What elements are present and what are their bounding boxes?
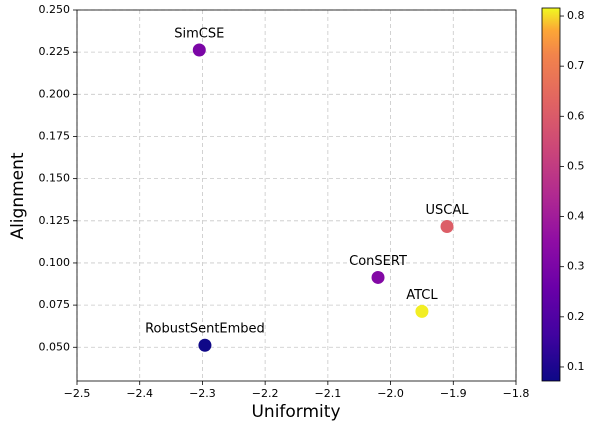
y-tick-label: 0.125 <box>39 214 71 227</box>
point <box>198 338 212 352</box>
x-tick-label: −2.0 <box>377 387 404 400</box>
colorbar-tick-label: 0.4 <box>567 210 585 223</box>
y-axis-label: Alignment <box>8 152 28 239</box>
y-tick-label: 0.075 <box>39 298 71 311</box>
y-tick-label: 0.250 <box>39 3 71 16</box>
y-tick-label: 0.175 <box>39 129 71 142</box>
point-label: RobustSentEmbed <box>145 322 265 337</box>
point <box>192 43 206 57</box>
y-tick-label: 0.050 <box>39 340 71 353</box>
x-tick-label: −1.9 <box>440 387 467 400</box>
point <box>371 270 385 284</box>
colorbar-tick-label: 0.3 <box>567 260 585 273</box>
x-tick-label: −1.8 <box>503 387 530 400</box>
point <box>415 304 429 318</box>
x-tick-label: −2.3 <box>189 387 216 400</box>
point-label: ConSERT <box>349 254 407 269</box>
point <box>440 220 454 234</box>
x-tick-label: −2.2 <box>252 387 279 400</box>
x-tick-label: −2.5 <box>64 387 91 400</box>
x-axis-label: Uniformity <box>251 402 340 422</box>
point-label: USCAL <box>426 203 470 218</box>
colorbar-tick-label: 0.8 <box>567 9 585 22</box>
colorbar-tick-label: 0.5 <box>567 159 585 172</box>
y-tick-label: 0.200 <box>39 87 71 100</box>
y-tick-label: 0.225 <box>39 45 71 58</box>
colorbar <box>542 8 560 381</box>
x-tick-label: −2.4 <box>126 387 153 400</box>
point-label: SimCSE <box>174 26 224 41</box>
point-label: ATCL <box>406 288 438 303</box>
axes-frame <box>76 9 517 382</box>
y-tick-label: 0.100 <box>39 256 71 269</box>
x-tick-label: −2.1 <box>314 387 341 400</box>
colorbar-tick-label: 0.1 <box>567 360 585 373</box>
colorbar-tick-label: 0.7 <box>567 59 585 72</box>
colorbar-tick-label: 0.2 <box>567 310 585 323</box>
y-tick-label: 0.150 <box>39 172 71 185</box>
colorbar-tick-label: 0.6 <box>567 109 585 122</box>
colorbar-frame <box>541 7 561 382</box>
